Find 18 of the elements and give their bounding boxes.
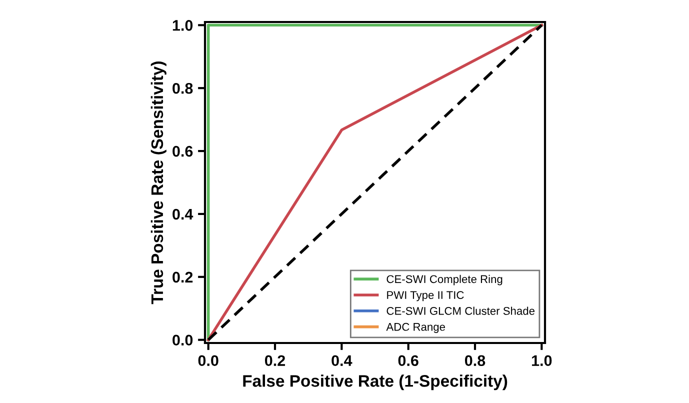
y-tick-label: 0.8 bbox=[172, 82, 193, 94]
y-axis-title: True Positive Rate (Sensitivity) bbox=[150, 62, 166, 304]
x-tick-label: 0.2 bbox=[264, 355, 286, 366]
y-tick-label: 0.0 bbox=[172, 334, 193, 346]
x-tick-label: 0.6 bbox=[398, 355, 418, 366]
y-tick-label: 1.0 bbox=[172, 20, 193, 31]
legend-label: ADC Range bbox=[386, 322, 445, 333]
legend-label: PWI Type II TIC bbox=[387, 291, 464, 302]
x-axis-title: False Positive Rate (1-Specificity) bbox=[243, 374, 508, 390]
y-tick-label: 0.6 bbox=[172, 146, 193, 157]
x-tick-label: 0.0 bbox=[198, 355, 218, 366]
legend-label: CE-SWI Complete Ring bbox=[386, 274, 502, 286]
y-tick-label: 0.4 bbox=[172, 208, 194, 220]
x-tick-label: 0.8 bbox=[464, 355, 486, 366]
x-tick-label: 1.0 bbox=[532, 355, 552, 366]
legend-label: CE-SWI GLCM Cluster Shade bbox=[386, 306, 535, 315]
x-tick-label: 0.4 bbox=[332, 355, 352, 366]
y-tick-label: 0.2 bbox=[172, 272, 193, 283]
